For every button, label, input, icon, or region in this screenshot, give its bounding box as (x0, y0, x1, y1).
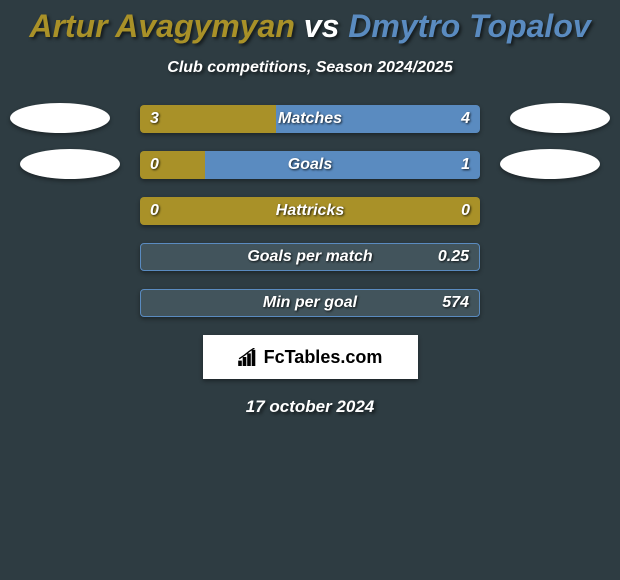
title-player1: Artur Avagymyan (29, 8, 295, 44)
stat-row: Goals 0 1 (0, 151, 620, 179)
subtitle: Club competitions, Season 2024/2025 (0, 59, 620, 77)
stat-value-right: 1 (461, 156, 470, 174)
logo-box: FcTables.com (203, 335, 418, 379)
date-text: 17 october 2024 (0, 397, 620, 417)
stat-label: Hattricks (276, 202, 344, 220)
stat-value-left: 3 (150, 110, 159, 128)
stat-row: Hattricks 0 0 (0, 197, 620, 225)
stat-row: Matches 3 4 (0, 105, 620, 133)
comparison-block: Matches 3 4 Goals 0 1 Hattricks 0 0 Goals per mat… (0, 105, 620, 317)
title-vs: vs (304, 8, 340, 44)
chart-icon (238, 348, 260, 366)
stat-value-right: 0 (461, 202, 470, 220)
stat-label: Goals (288, 156, 332, 174)
stat-bar-container: Goals per match 0.25 (140, 243, 480, 271)
logo: FcTables.com (238, 347, 383, 368)
stat-value-right: 0.25 (438, 248, 469, 266)
stat-label: Min per goal (263, 294, 357, 312)
stat-bar-container: Goals 0 1 (140, 151, 480, 179)
page-title: Artur Avagymyan vs Dmytro Topalov (0, 0, 620, 45)
stat-bar-container: Hattricks 0 0 (140, 197, 480, 225)
stat-value-right: 4 (461, 110, 470, 128)
stat-value-left: 0 (150, 156, 159, 174)
stat-value-right: 574 (442, 294, 469, 312)
stat-bar-container: Min per goal 574 (140, 289, 480, 317)
stat-label: Matches (278, 110, 342, 128)
title-player2: Dmytro Topalov (348, 8, 590, 44)
logo-text: FcTables.com (264, 347, 383, 368)
stat-row: Goals per match 0.25 (0, 243, 620, 271)
stat-value-left: 0 (150, 202, 159, 220)
stat-label: Goals per match (247, 248, 372, 266)
stat-row: Min per goal 574 (0, 289, 620, 317)
stat-bar-container: Matches 3 4 (140, 105, 480, 133)
stat-bar-right (205, 151, 480, 179)
stat-bar-left (140, 105, 276, 133)
